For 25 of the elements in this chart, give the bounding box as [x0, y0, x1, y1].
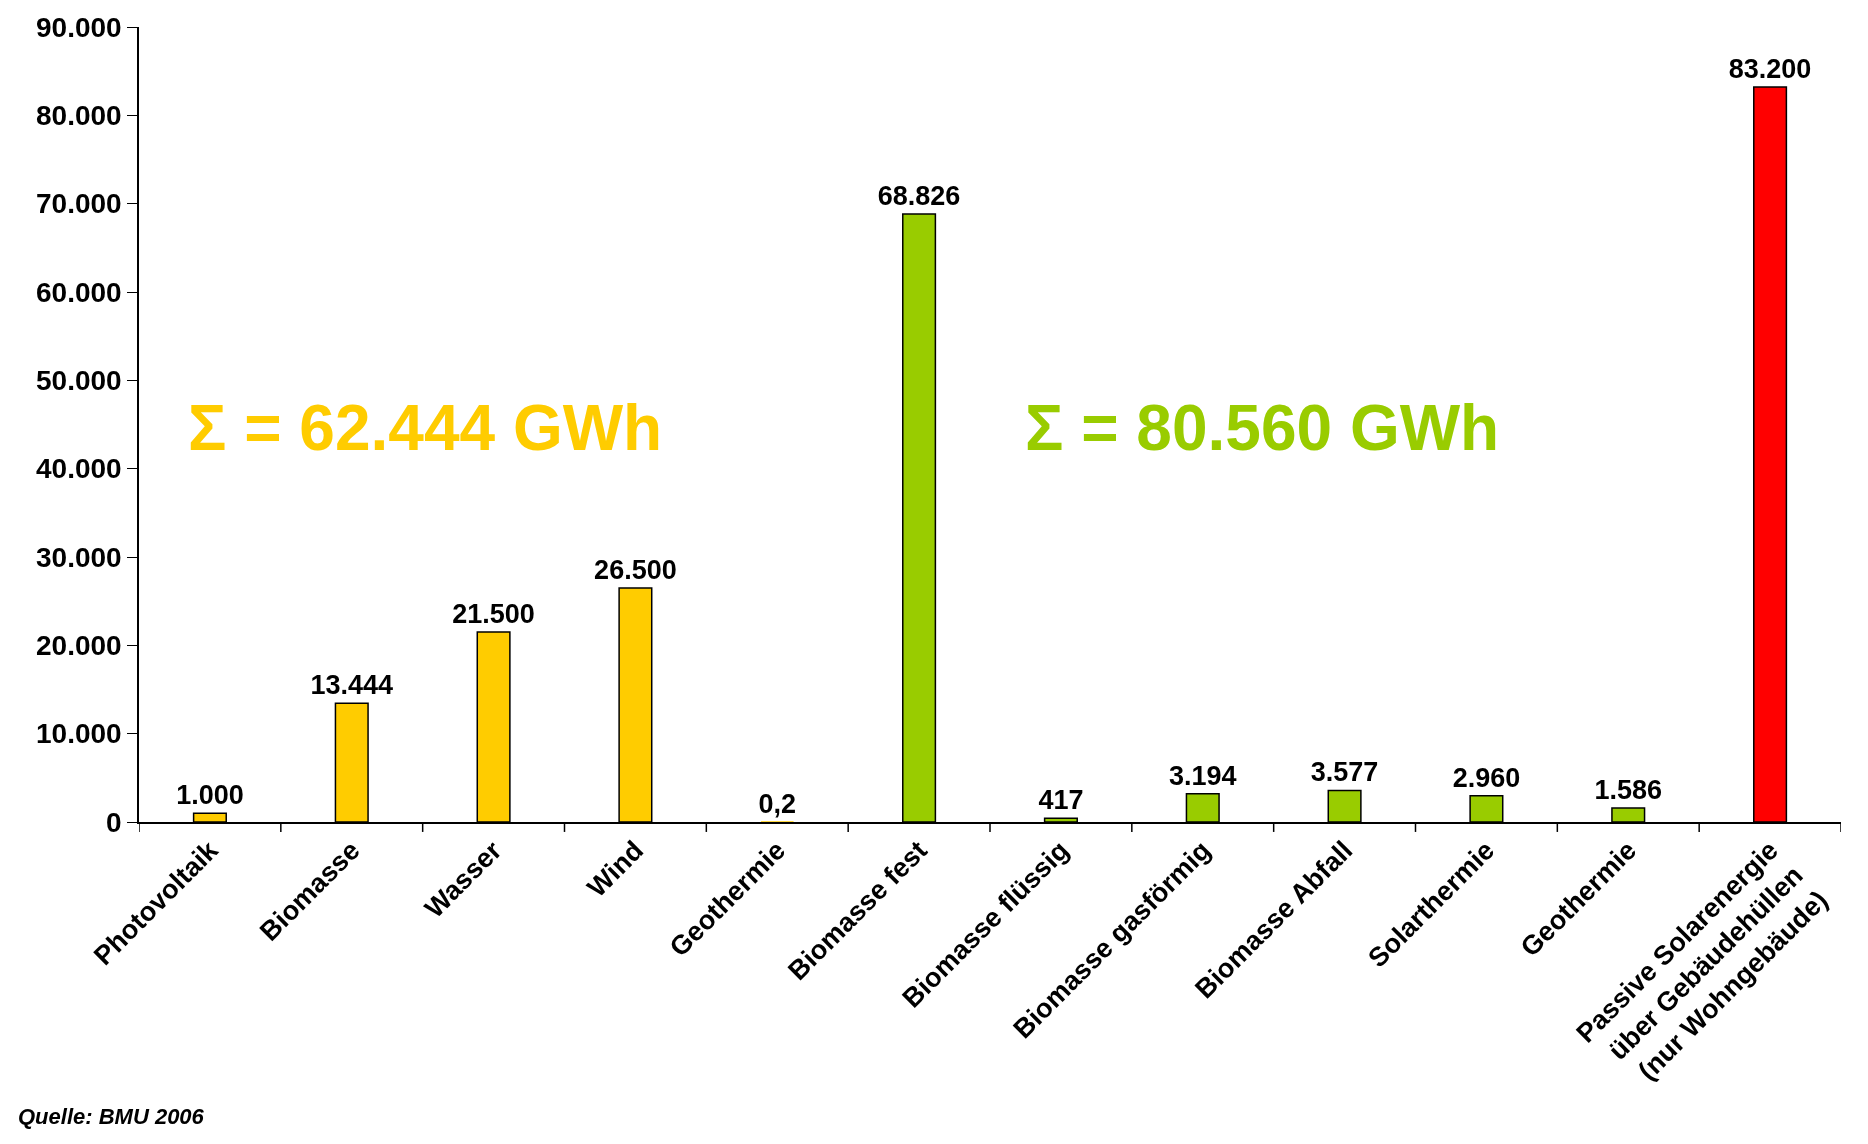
data-label: 83.200 [1728, 54, 1812, 85]
y-tick-label: 40.000 [36, 453, 122, 485]
data-label: 1.586 [1594, 774, 1663, 805]
y-tick-label: 20.000 [36, 630, 122, 662]
annotation: Σ = 80.560 GWh [1025, 392, 1500, 464]
data-label: 68.826 [877, 181, 961, 212]
data-label: 21.500 [452, 599, 535, 630]
data-label: 13.444 [310, 670, 394, 701]
data-label: 1.000 [176, 780, 244, 811]
source-note: Quelle: BMU 2006 [18, 1104, 205, 1129]
y-tick-label: 30.000 [36, 541, 122, 573]
y-tick-label: 80.000 [36, 100, 122, 132]
data-label: 3.577 [1310, 757, 1379, 788]
y-tick-label: 0 [106, 806, 122, 838]
y-tick-label: 90.000 [36, 11, 122, 43]
data-label: 0,2 [758, 789, 797, 819]
data-label: 2.960 [1452, 762, 1521, 793]
y-tick-label: 50.000 [36, 365, 122, 397]
data-label: 26.500 [594, 554, 677, 585]
data-label: 417 [1038, 785, 1084, 816]
y-tick-label: 70.000 [36, 188, 122, 220]
annotation: Σ = 62.444 GWh [188, 392, 663, 464]
data-label: 3.194 [1168, 760, 1237, 791]
y-tick-label: 60.000 [36, 276, 122, 308]
y-tick-label: 10.000 [36, 718, 122, 750]
